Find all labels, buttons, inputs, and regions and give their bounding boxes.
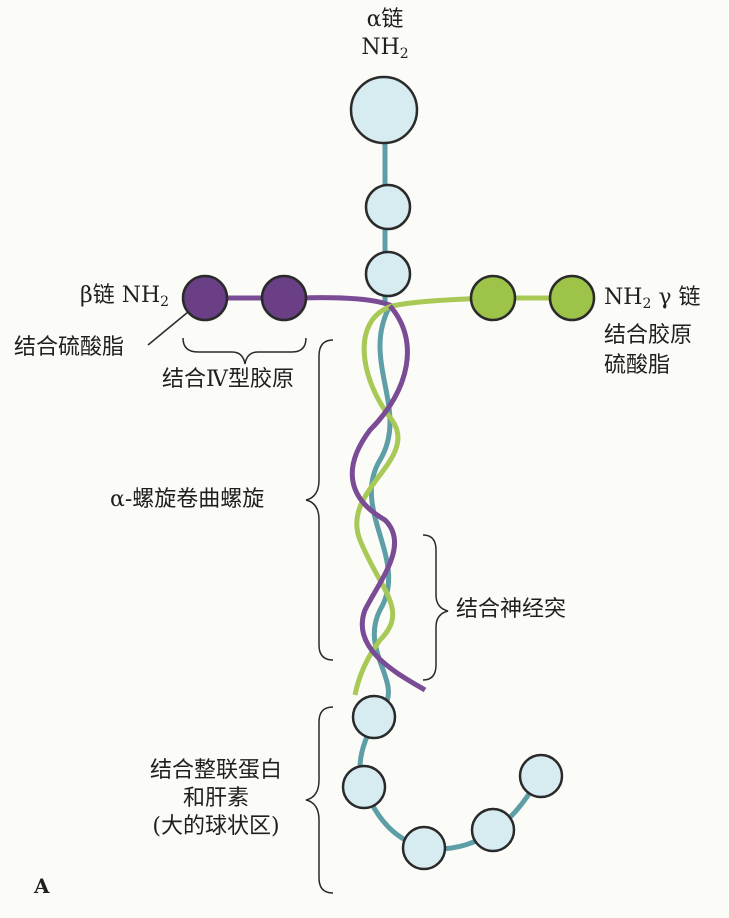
alpha-chain-name: α链 <box>366 7 404 32</box>
gamma-chain-terminus: NH2 <box>604 285 652 312</box>
nh-text: NH <box>121 283 161 308</box>
beta-sulfatide-label: 结合硫酸脂 <box>14 335 125 360</box>
integrin-brace <box>305 706 334 894</box>
integrin-label-line1: 结合整联蛋白 <box>149 758 282 783</box>
integrin-label-line3: (大的球状区) <box>152 814 280 839</box>
beta-chain-name: β链 <box>80 283 115 308</box>
coiled-coil-brace <box>305 339 334 661</box>
coiled-coil-label: α-螺旋卷曲螺旋 <box>110 487 265 512</box>
gamma-chain-name: γ 链 <box>658 285 701 310</box>
g-domain-globule <box>351 694 397 740</box>
nh-subscript: 2 <box>642 296 652 312</box>
nh-text: NH <box>604 285 643 310</box>
g-domain-globule <box>518 753 564 799</box>
neurite-brace <box>422 534 449 681</box>
alpha-chain-terminus: NH2 <box>345 34 425 68</box>
collagen-iv-label: 结合Ⅳ型胶原 <box>162 367 294 392</box>
nh-subscript: 2 <box>399 46 409 62</box>
g-domain-globule <box>470 807 516 853</box>
beta-sulfatide-pointer <box>147 311 189 346</box>
panel-label: A <box>34 874 50 898</box>
integrin-label-line2: 和肝素 <box>182 786 249 811</box>
alpha-helix-beta-strand <box>349 304 427 693</box>
beta-chain-terminus: NH2 <box>121 283 170 310</box>
alpha-globule-large <box>349 75 419 145</box>
integrin-label: 结合整联蛋白 和肝素 (大的球状区) <box>128 757 304 841</box>
beta-globule <box>260 274 308 322</box>
alpha-chain-label: α链 NH2 <box>345 6 425 68</box>
gamma-globule <box>548 274 596 322</box>
nh-subscript: 2 <box>160 294 170 310</box>
g-domain-globule <box>401 825 447 871</box>
alpha-helix-gamma-strand <box>352 303 401 696</box>
gamma-binding-label-2: 硫酸脂 <box>604 353 671 378</box>
g-domain-globule <box>341 764 387 810</box>
collagen-iv-brace <box>182 337 307 365</box>
gamma-globule <box>469 274 517 322</box>
alpha-globule <box>364 250 412 298</box>
nh-text: NH <box>361 35 400 60</box>
neurite-label: 结合神经突 <box>456 597 567 622</box>
beta-chain-label: β链 NH2 <box>80 282 169 316</box>
beta-globule <box>181 274 229 322</box>
alpha-globule <box>364 183 412 231</box>
gamma-chain-label: NH2 γ 链 <box>604 284 701 318</box>
gamma-binding-label-1: 结合胶原 <box>604 323 693 348</box>
